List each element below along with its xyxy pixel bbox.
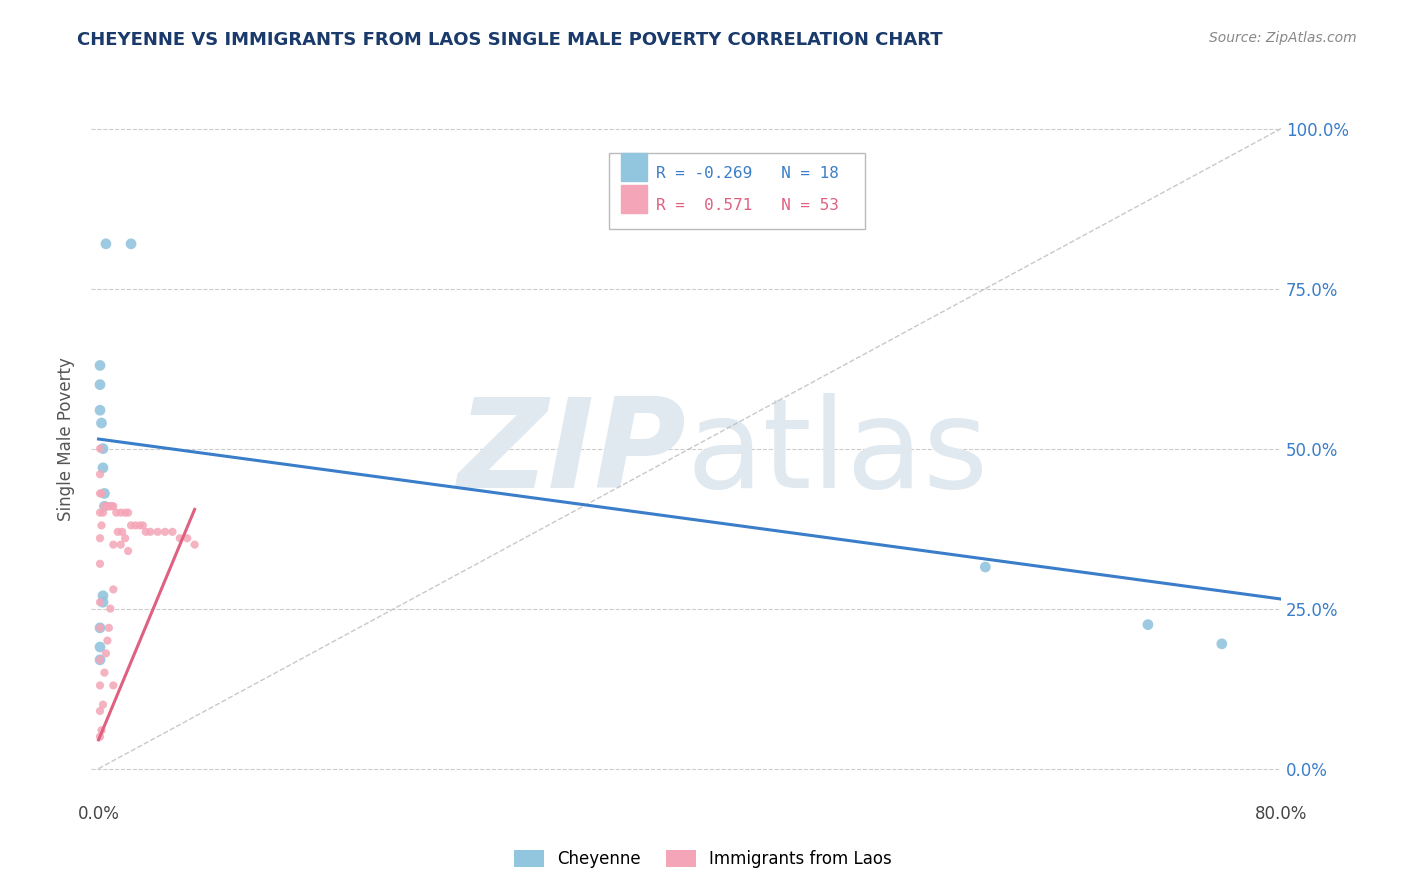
Point (120, 236, 142, 251)
Point (94, 236, 117, 251)
Point (129, 518, 152, 533)
Text: CHEYENNE VS IMMIGRANTS FROM LAOS SINGLE MALE POVERTY CORRELATION CHART: CHEYENNE VS IMMIGRANTS FROM LAOS SINGLE … (77, 31, 943, 49)
Point (91, 589, 114, 603)
Point (162, 524, 184, 539)
Point (90, 486, 112, 500)
Text: R = -0.269   N = 18: R = -0.269 N = 18 (657, 167, 839, 181)
Point (97, 621, 120, 635)
Point (103, 582, 125, 597)
Point (89, 486, 111, 500)
Point (89, 359, 111, 373)
Point (135, 524, 157, 539)
Point (89, 640, 111, 654)
Point (117, 506, 139, 520)
Point (91, 442, 114, 456)
Point (91, 506, 114, 520)
Text: atlas: atlas (686, 393, 988, 514)
Point (89, 557, 111, 571)
Point (103, 500, 125, 514)
Point (153, 524, 176, 539)
Point (124, 518, 146, 533)
Point (89, 730, 111, 744)
Point (97, 500, 120, 514)
Point (103, 538, 125, 552)
Point (89, 653, 111, 667)
Point (176, 531, 198, 545)
Point (98, 601, 121, 615)
Point (96, 633, 118, 648)
Point (94, 500, 117, 514)
Point (91, 698, 114, 712)
Point (89, 704, 111, 718)
Point (89, 678, 111, 692)
Point (117, 544, 139, 558)
Point (89, 403, 111, 417)
Point (120, 518, 142, 533)
Point (89, 442, 111, 456)
Point (93, 665, 115, 680)
Point (101, 500, 124, 514)
Legend: Cheyenne, Immigrants from Laos: Cheyenne, Immigrants from Laos (508, 843, 898, 875)
Point (89, 467, 111, 482)
Point (96, 500, 118, 514)
Point (89, 377, 111, 392)
Point (89, 621, 111, 635)
Point (139, 524, 162, 539)
Point (93, 500, 115, 514)
Bar (620, 186, 647, 212)
Y-axis label: Single Male Poverty: Single Male Poverty (58, 357, 75, 521)
Point (91, 595, 114, 609)
Point (91, 460, 114, 475)
Point (114, 506, 136, 520)
Point (110, 538, 132, 552)
Point (183, 538, 205, 552)
Point (90, 723, 112, 738)
Point (974, 560, 997, 574)
Point (146, 524, 169, 539)
Text: Source: ZipAtlas.com: Source: ZipAtlas.com (1209, 31, 1357, 45)
Point (169, 531, 191, 545)
Point (90, 518, 112, 533)
Point (107, 524, 129, 539)
Point (89, 621, 111, 635)
Point (93, 500, 115, 514)
Point (94, 647, 117, 661)
Point (1136, 617, 1159, 632)
Point (89, 595, 111, 609)
Bar (620, 153, 647, 181)
Point (89, 653, 111, 667)
Point (89, 506, 111, 520)
Point (98, 500, 121, 514)
Text: R =  0.571   N = 53: R = 0.571 N = 53 (657, 198, 839, 213)
Point (105, 506, 128, 520)
Point (111, 524, 134, 539)
Point (1211, 637, 1233, 651)
Point (114, 531, 136, 545)
Point (110, 506, 132, 520)
Text: ZIP: ZIP (457, 393, 686, 514)
Point (132, 518, 155, 533)
Point (90, 416, 112, 430)
Point (103, 678, 125, 692)
Point (93, 486, 115, 500)
FancyBboxPatch shape (609, 153, 865, 229)
Point (89, 531, 111, 545)
